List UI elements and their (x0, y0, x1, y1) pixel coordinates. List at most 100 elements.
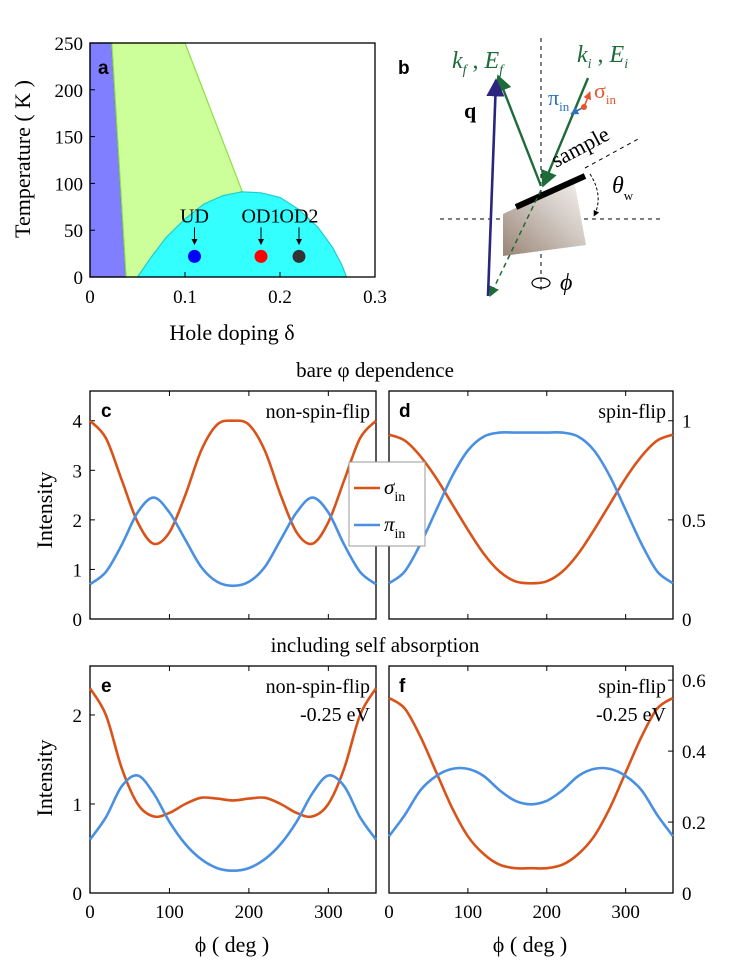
panel-label-b: b (398, 58, 410, 79)
x-tick-label-e: 300 (314, 902, 343, 923)
series-line-e-sigma (88, 687, 378, 819)
y-tick-label-a: 250 (55, 34, 84, 55)
panel-label-a: a (98, 58, 109, 79)
heading-self-absorption: including self absorption (271, 633, 480, 657)
axes-frame-e (89, 665, 377, 894)
panel-label-f: f (399, 676, 406, 697)
series-line-c-sigma (89, 419, 377, 546)
legend-label-sigma: σin (384, 475, 405, 505)
x-tick-label-f: 200 (533, 902, 562, 923)
panel-title-f: spin-flip (598, 676, 666, 698)
axes-frame-a (89, 42, 376, 278)
y-tick-label-f: 0 (682, 884, 692, 905)
y-tick-label-a: 100 (55, 174, 84, 195)
sample-plane-line (584, 137, 641, 169)
rotation-icon (531, 277, 551, 289)
x-tick-label-e: 0 (85, 902, 95, 923)
y-tick-label-c: 4 (73, 412, 83, 433)
sample-label-od1: OD1 (242, 205, 281, 227)
theta-angle-arc (589, 173, 600, 217)
series-line-e-pi (88, 774, 378, 873)
sample-dot-od2 (292, 249, 306, 263)
kf-label: kf , Ef (452, 48, 505, 78)
y-tick-label-d: 1 (682, 412, 692, 433)
axes-frame-f (388, 665, 674, 894)
panel-label-c: c (101, 401, 112, 422)
y-axis-label-a: Temperature ( K ) (10, 80, 35, 238)
sample-plate (514, 173, 587, 210)
polarization-origin-dot (581, 104, 587, 110)
incident-beam-vector (541, 77, 590, 188)
y-tick-label-d: 0 (682, 610, 692, 631)
y-tick-label-e: 2 (73, 706, 83, 727)
series-line-c-pi (89, 496, 377, 588)
sample-holder-block (503, 180, 586, 256)
sample-dot-ud (188, 249, 201, 263)
x-axis-label-f: ϕ ( deg ) (493, 932, 568, 957)
y-tick-label-c: 2 (73, 511, 83, 532)
y-tick-label-f: 0.2 (682, 813, 706, 834)
y-tick-label-c: 3 (73, 461, 83, 482)
phase-diagram-panel: UD OD1 OD2 0 0.1 0.2 0.3 0 50 100 150 200 250 a Hol… (10, 34, 387, 345)
pi-in-label: πin (548, 85, 570, 114)
scattered-beam-vector (495, 74, 543, 187)
y-tick-label-a: 200 (55, 81, 84, 102)
panel-subtitle-f: -0.25 eV (596, 704, 667, 726)
sample-label-ud: UD (180, 205, 209, 227)
x-tick-label-f: 0 (384, 902, 394, 923)
q-label: q (464, 98, 477, 123)
y-tick-label-f: 0.4 (682, 742, 706, 763)
panel-c-non-spin-flip: 0 1 2 3 4 c non-spin-flip Intensity (32, 390, 377, 631)
x-tick-label-e: 100 (155, 902, 184, 923)
sigma-in-label: σin (594, 78, 616, 107)
y-tick-label-e: 0 (73, 884, 83, 905)
x-tick-label-e: 200 (235, 902, 264, 923)
panel-title-c: non-spin-flip (266, 401, 370, 423)
y-tick-label-f: 0.6 (682, 671, 706, 692)
x-axis-label-a: Hole doping δ (169, 320, 294, 345)
legend-box (348, 461, 426, 547)
legend: σin πin (348, 461, 426, 547)
sample-dot-od1 (254, 249, 268, 263)
series-line-d-sigma (388, 433, 674, 585)
x-tick-label-f: 300 (611, 902, 640, 923)
y-tick-label-e: 1 (73, 795, 83, 816)
y-tick-label-d: 0.5 (682, 511, 706, 532)
panel-title-e: non-spin-flip (266, 676, 370, 698)
y-axis-label-e: Intensity (32, 740, 57, 817)
y-tick-label-c: 1 (73, 560, 83, 581)
x-tick-label-f: 100 (454, 902, 483, 923)
panel-label-e: e (101, 676, 112, 697)
x-tick-label-a: 0 (85, 287, 95, 308)
series-line-f-sigma (388, 696, 674, 870)
phi-label: ϕ (560, 270, 572, 296)
y-tick-label-c: 0 (73, 610, 83, 631)
heading-bare: bare φ dependence (296, 358, 454, 382)
panel-label-d: d (399, 401, 411, 422)
x-tick-label-a: 0.2 (268, 287, 292, 308)
panel-f-spin-flip-self-absorption: 0 100 200 300 0 0.2 0.4 0.6 f spin-flip -0.25 e… (384, 665, 706, 957)
ki-label: ki , Ei (577, 42, 628, 72)
panel-subtitle-e: -0.25 eV (300, 704, 371, 726)
axes-frame-d (388, 390, 674, 620)
theta-w-label: θw (612, 173, 634, 203)
series-line-d-pi (388, 431, 674, 585)
panel-d-spin-flip: 0 0.5 1 d spin-flip (388, 390, 706, 631)
panel-e-non-spin-flip-self-absorption: 0 100 200 300 0 1 2 e non-spin-flip -0.25 eV I… (32, 665, 378, 957)
q-vector (486, 78, 505, 297)
x-tick-label-a: 0.1 (173, 287, 197, 308)
y-tick-label-a: 0 (74, 268, 84, 289)
scattering-geometry-panel: b kf , Ef ki , Ei q πin σin sample θw ϕ (398, 38, 660, 297)
x-tick-label-a: 0.3 (363, 287, 387, 308)
transmitted-beam-dashed (489, 189, 542, 297)
y-axis-label-c: Intensity (32, 472, 57, 549)
sample-label-od2: OD2 (280, 205, 319, 227)
x-axis-label-e: ϕ ( deg ) (195, 932, 270, 957)
series-line-f-pi (387, 766, 675, 838)
legend-label-pi: πin (384, 512, 405, 542)
panel-title-d: spin-flip (598, 401, 666, 423)
y-tick-label-a: 150 (55, 128, 84, 149)
sample-label: sample (547, 121, 614, 172)
y-tick-label-a: 50 (64, 221, 83, 242)
